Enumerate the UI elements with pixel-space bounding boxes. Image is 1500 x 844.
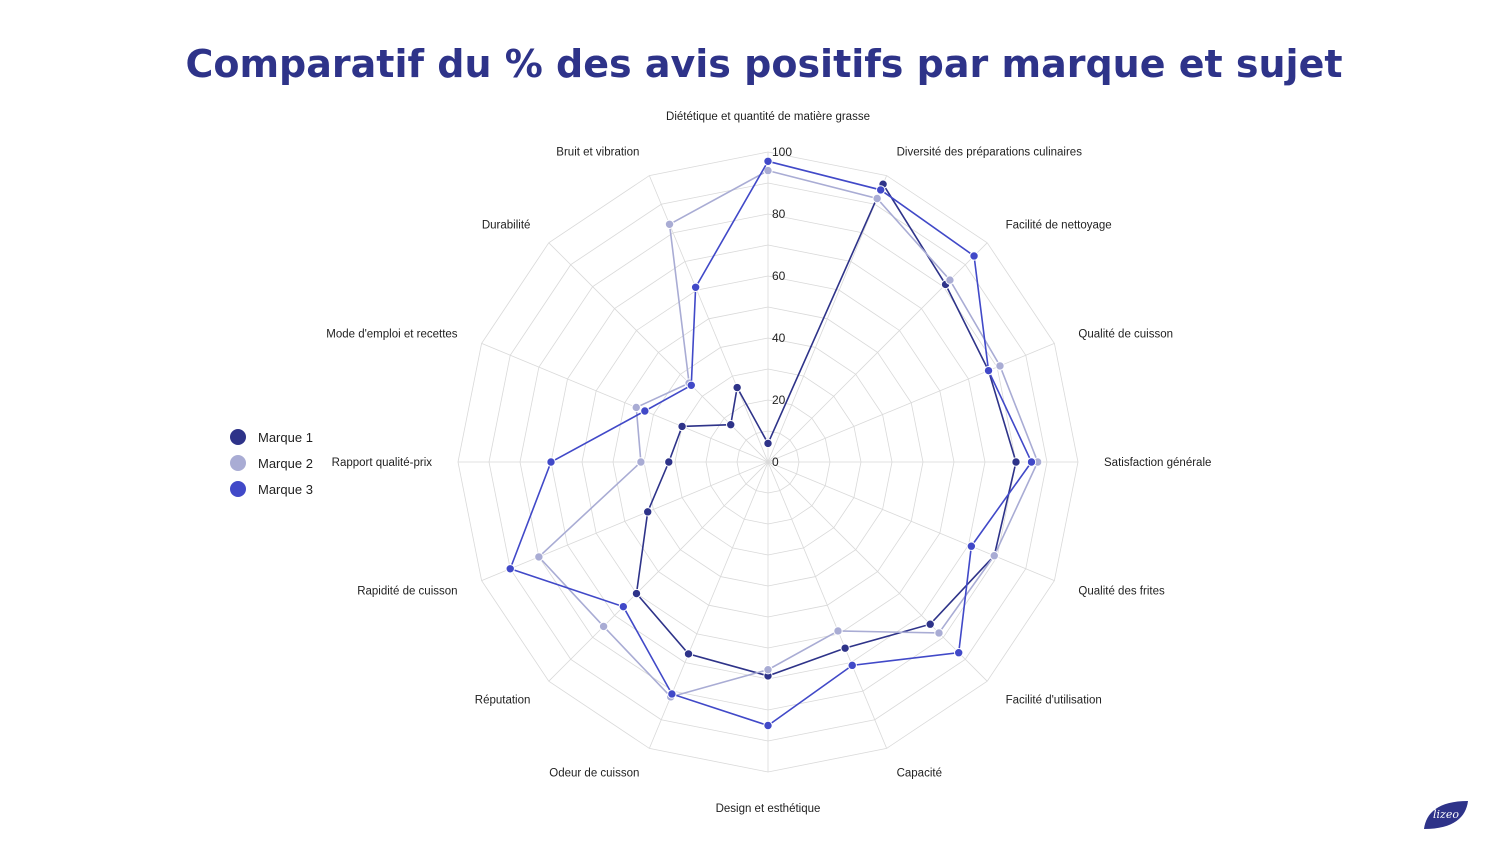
data-point[interactable] (969, 251, 979, 261)
radial-tick-label: 100 (772, 145, 792, 159)
grid-spoke (767, 461, 988, 682)
category-label: Facilité de nettoyage (1006, 219, 1112, 231)
data-point[interactable] (534, 552, 544, 562)
grid-spoke (767, 175, 888, 463)
data-point[interactable] (934, 628, 944, 638)
data-point[interactable] (1011, 457, 1021, 467)
data-point[interactable] (763, 665, 773, 675)
grid-spoke (767, 461, 888, 749)
category-label: Réputation (475, 695, 531, 707)
logo-text: lizeo (1433, 808, 1459, 821)
data-point[interactable] (664, 219, 675, 229)
category-label: Facilité d'utilisation (1006, 695, 1102, 707)
data-point[interactable] (636, 457, 646, 467)
chart-title: Comparatif du % des avis positifs par ma… (185, 42, 1343, 86)
radial-tick-label: 60 (772, 269, 786, 283)
legend-swatch (230, 429, 246, 445)
category-label: Diversité des préparations culinaires (897, 147, 1083, 159)
category-label: Bruit et vibration (556, 147, 639, 159)
data-point[interactable] (505, 564, 515, 574)
data-point[interactable] (618, 601, 629, 612)
radial-tick-label: 40 (772, 331, 786, 345)
category-label: Durabilité (482, 219, 531, 231)
data-point[interactable] (643, 507, 653, 517)
grid-spoke (481, 342, 769, 463)
radial-tick-label: 20 (772, 393, 786, 407)
data-point[interactable] (989, 551, 999, 561)
data-point[interactable] (664, 457, 674, 467)
legend-item-marque-2[interactable]: Marque 2 (230, 450, 313, 476)
category-label: Rapport qualité-prix (332, 457, 433, 469)
data-point[interactable] (876, 185, 886, 195)
category-label: Qualité des frites (1078, 586, 1165, 598)
grid-spoke (767, 242, 988, 463)
data-point[interactable] (631, 402, 641, 413)
data-point[interactable] (763, 720, 773, 731)
series-3 (505, 156, 1037, 731)
legend-swatch (230, 455, 246, 471)
category-label: Qualité de cuisson (1078, 328, 1173, 340)
lizeo-logo: lizeo (1424, 801, 1468, 829)
category-label: Capacité (897, 767, 942, 779)
data-point[interactable] (872, 193, 882, 204)
data-point[interactable] (840, 643, 850, 653)
series-lines (505, 156, 1043, 731)
legend-item-marque-3[interactable]: Marque 3 (230, 476, 313, 502)
data-point[interactable] (995, 361, 1005, 371)
data-point[interactable] (726, 420, 736, 430)
radial-tick-labels: 0 20 40 60 80 100 (772, 145, 792, 469)
category-label: Diététique et quantité de matière grasse (666, 111, 870, 123)
legend-label: Marque 3 (258, 481, 313, 497)
data-point[interactable] (598, 621, 609, 632)
grid-spoke (548, 461, 769, 682)
data-point[interactable] (833, 626, 843, 636)
data-point[interactable] (631, 588, 642, 599)
legend-label: Marque 1 (258, 429, 313, 445)
chart-legend: Marque 1 Marque 2 Marque 3 (230, 424, 313, 502)
category-label: Rapidité de cuisson (357, 586, 457, 598)
category-label: Satisfaction générale (1104, 457, 1211, 469)
data-point[interactable] (732, 382, 742, 393)
legend-label: Marque 2 (258, 455, 313, 471)
data-point[interactable] (925, 619, 935, 629)
data-point[interactable] (763, 165, 773, 176)
radial-tick-label: 0 (772, 455, 779, 469)
data-point[interactable] (690, 282, 701, 292)
data-point[interactable] (683, 649, 694, 659)
series-2 (534, 165, 1043, 702)
radial-tick-label: 80 (772, 207, 786, 221)
grid-spoke (548, 242, 769, 463)
grid-spoke (767, 342, 1055, 463)
data-point[interactable] (677, 421, 687, 432)
data-point[interactable] (954, 648, 964, 658)
data-point[interactable] (847, 660, 857, 671)
category-label: Mode d'emploi et recettes (326, 328, 458, 340)
data-point[interactable] (546, 457, 556, 467)
data-point[interactable] (1026, 457, 1037, 467)
data-point[interactable] (983, 365, 994, 376)
data-point[interactable] (686, 380, 696, 390)
data-point[interactable] (966, 541, 977, 551)
data-point[interactable] (640, 406, 650, 416)
grid-spoke (648, 175, 769, 463)
data-point[interactable] (945, 275, 955, 285)
grid-spoke (481, 461, 769, 582)
data-point[interactable] (763, 156, 773, 167)
legend-item-marque-1[interactable]: Marque 1 (230, 424, 313, 450)
legend-swatch (230, 481, 246, 497)
category-label: Odeur de cuisson (549, 767, 639, 779)
category-label: Design et esthétique (716, 803, 821, 815)
category-labels: Diététique et quantité de matière grasse… (326, 111, 1211, 815)
grid-spoke (767, 461, 1055, 582)
data-point[interactable] (763, 438, 773, 449)
data-point[interactable] (667, 689, 677, 699)
